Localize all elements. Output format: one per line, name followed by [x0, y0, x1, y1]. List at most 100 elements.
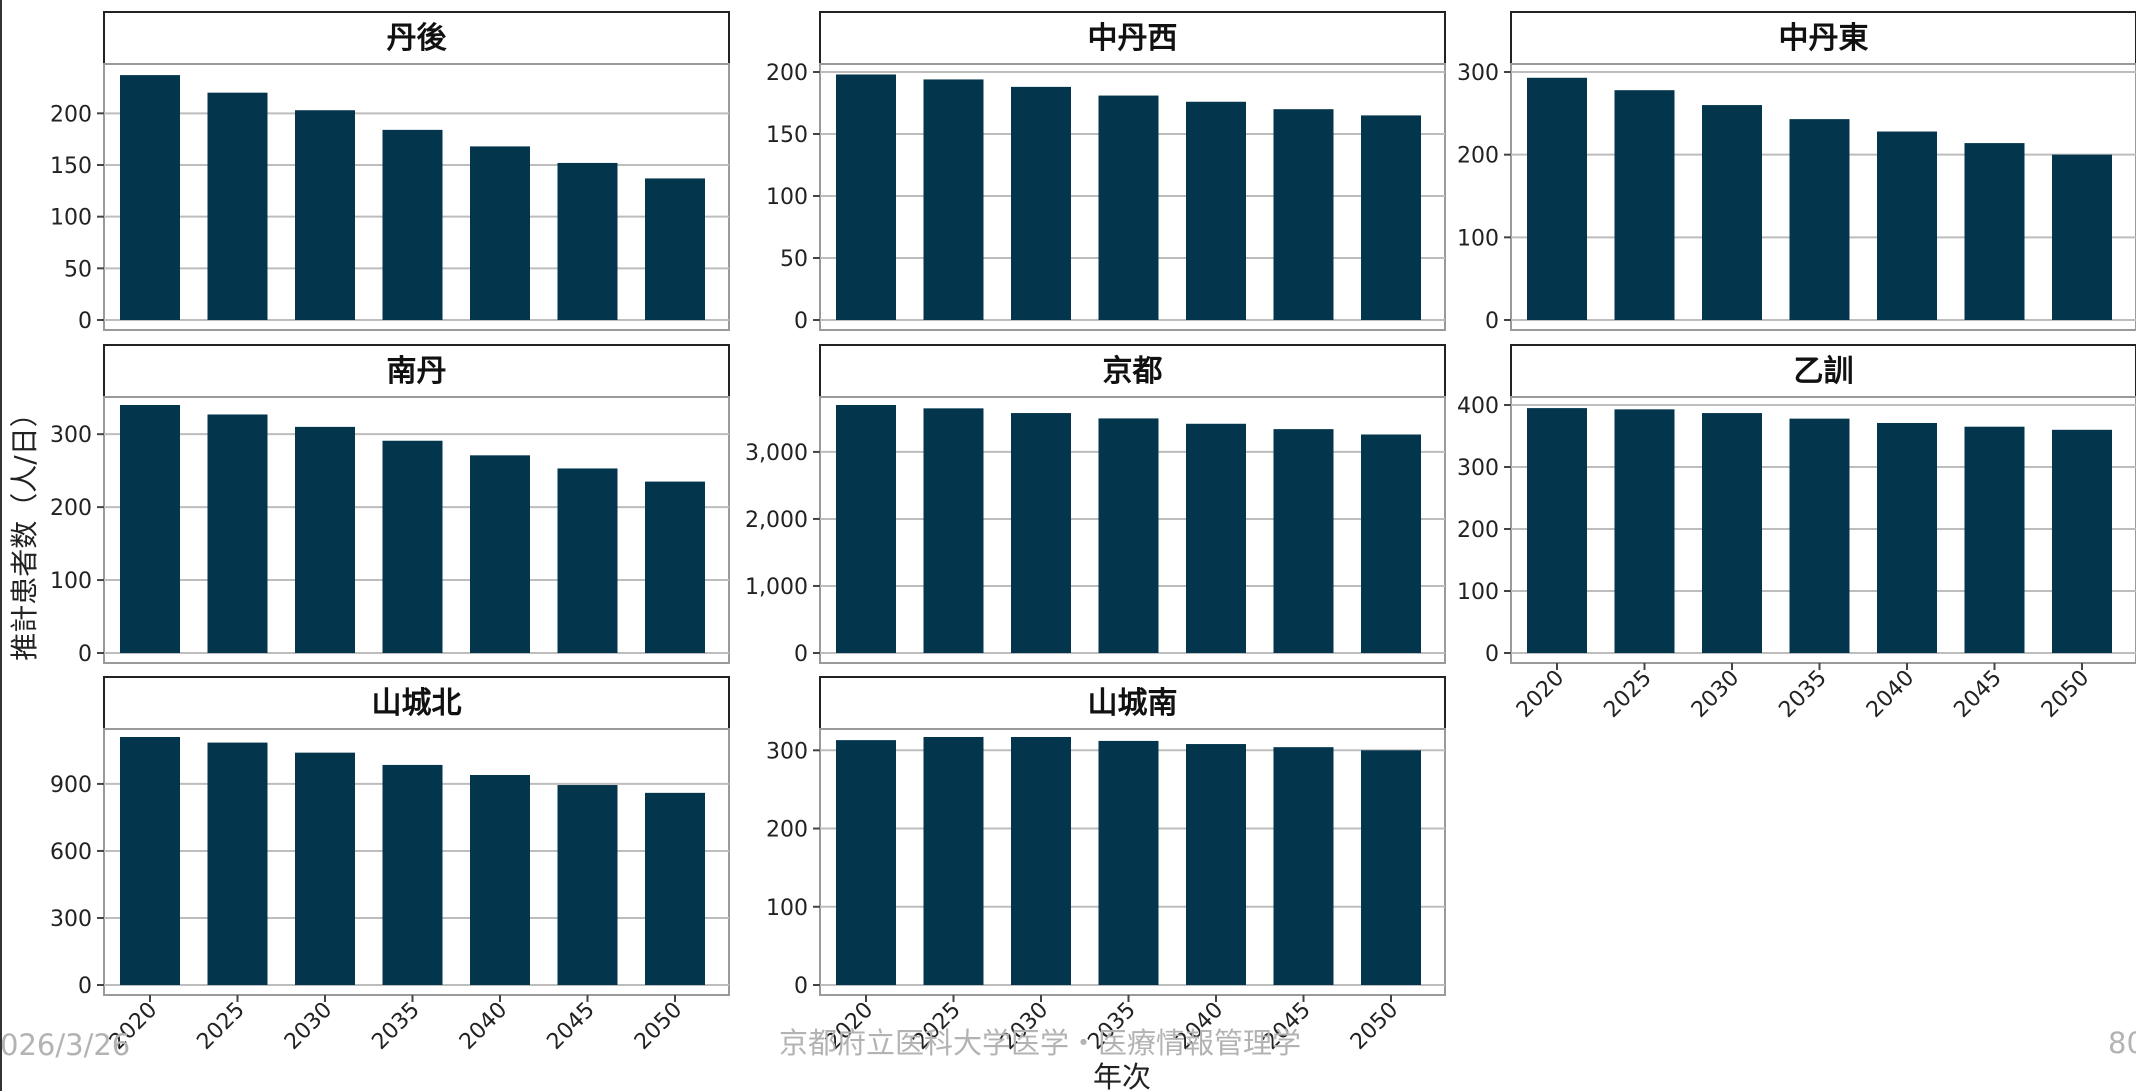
footer-affiliation: 京都府立医科大学医学・医療情報管理学	[779, 1026, 1301, 1060]
y-tick-label: 150	[766, 123, 808, 148]
bar	[470, 455, 530, 653]
y-tick-label: 0	[794, 642, 808, 667]
bar	[836, 74, 896, 320]
bar	[1098, 95, 1159, 320]
x-tick-label: 2030	[280, 998, 337, 1055]
bar	[382, 764, 443, 985]
bar	[1011, 413, 1071, 653]
bar	[1527, 408, 1587, 653]
y-tick-label: 600	[50, 840, 92, 865]
slide-left-edge	[0, 0, 2, 1091]
bar	[836, 405, 896, 653]
x-axis-label: 年次	[1093, 1060, 1151, 1091]
panel-1: 丹後 0 50 100 150 200	[50, 11, 730, 334]
bar	[1964, 426, 2025, 653]
bar	[207, 92, 268, 321]
bar	[470, 146, 530, 320]
bar	[1098, 740, 1159, 985]
x-tick-label: 2050	[2037, 666, 2094, 723]
bar	[295, 752, 355, 985]
bar	[120, 737, 180, 985]
bar	[557, 785, 618, 985]
panel-title: 南丹	[387, 354, 447, 389]
panel-2: 中丹西 0 50 100 150 200	[766, 11, 1446, 334]
panel-title: 中丹東	[1779, 21, 1869, 56]
y-tick-label: 300	[1457, 61, 1499, 86]
bar	[1273, 429, 1334, 653]
x-tick-label: 2050	[1346, 998, 1403, 1055]
y-tick-label: 2,000	[745, 508, 808, 533]
panel-strip	[819, 11, 1446, 65]
y-tick-label: 50	[64, 257, 92, 282]
footer-page-number: 80	[2108, 1026, 2136, 1060]
bar	[645, 178, 705, 320]
y-tick-label: 300	[50, 907, 92, 932]
bar	[382, 440, 443, 653]
bar	[382, 129, 443, 320]
bar	[1186, 744, 1246, 985]
bar	[1361, 750, 1421, 985]
bar	[1527, 77, 1587, 320]
y-tick-label: 300	[1457, 456, 1499, 481]
bar	[120, 75, 180, 320]
y-tick-label: 0	[78, 309, 92, 334]
y-tick-label: 100	[1457, 580, 1499, 605]
bar	[2052, 154, 2112, 320]
panel-strip	[103, 344, 730, 398]
panel-strip	[1510, 344, 2136, 398]
x-tick-label: 2040	[1862, 666, 1919, 723]
bar	[1011, 86, 1071, 320]
bar	[1614, 409, 1675, 653]
y-tick-label: 0	[78, 974, 92, 999]
bar	[1098, 418, 1159, 653]
bar	[645, 792, 705, 985]
y-tick-label: 0	[78, 642, 92, 667]
x-tick-label: 2050	[630, 998, 687, 1055]
bar	[1789, 418, 1850, 653]
y-tick-label: 900	[50, 773, 92, 798]
bar	[1614, 90, 1675, 320]
panel-5: 京都 0 1,000 2,000 3,000	[745, 344, 1446, 667]
bar	[923, 737, 984, 985]
y-tick-label: 100	[1457, 226, 1499, 251]
bar	[1789, 119, 1850, 321]
bar	[1702, 105, 1762, 320]
y-tick-label: 100	[50, 569, 92, 594]
y-tick-label: 200	[50, 496, 92, 521]
panel-title: 山城北	[372, 686, 462, 721]
y-tick-label: 0	[1485, 309, 1499, 334]
y-tick-label: 1,000	[745, 575, 808, 600]
chart-panels: 丹後 0 50 100 150 200 中丹西 0 50 100 150 200 中丹東 0 100 200 3…	[50, 11, 2136, 1055]
y-axis-label: 推計患者数（人/日）	[8, 399, 41, 660]
bar	[836, 740, 896, 985]
x-tick-label: 2030	[1687, 666, 1744, 723]
y-tick-label: 100	[766, 185, 808, 210]
panel-3: 中丹東 0 100 200 300	[1457, 11, 2136, 334]
y-tick-label: 400	[1457, 394, 1499, 419]
panel-strip	[819, 676, 1446, 730]
bar	[1186, 101, 1246, 320]
bar	[470, 774, 530, 985]
y-tick-label: 0	[1485, 642, 1499, 667]
footer-date: 026/3/26	[0, 1028, 130, 1062]
panel-title: 山城南	[1088, 686, 1178, 721]
panel-title: 京都	[1103, 354, 1163, 389]
bar	[1011, 737, 1071, 985]
bar	[557, 162, 618, 320]
bar	[1273, 109, 1334, 320]
bar	[207, 414, 268, 653]
y-tick-label: 50	[780, 247, 808, 272]
panel-strip	[103, 676, 730, 730]
panel-title: 乙訓	[1794, 354, 1854, 389]
bar	[645, 481, 705, 653]
bar	[1877, 422, 1937, 653]
x-tick-label: 2020	[1512, 666, 1569, 723]
y-tick-label: 0	[794, 974, 808, 999]
x-tick-label: 2040	[455, 998, 512, 1055]
x-tick-label: 2025	[1599, 666, 1656, 723]
bar	[923, 408, 984, 653]
y-tick-label: 100	[766, 896, 808, 921]
bar	[1186, 423, 1246, 653]
y-tick-label: 200	[50, 102, 92, 127]
